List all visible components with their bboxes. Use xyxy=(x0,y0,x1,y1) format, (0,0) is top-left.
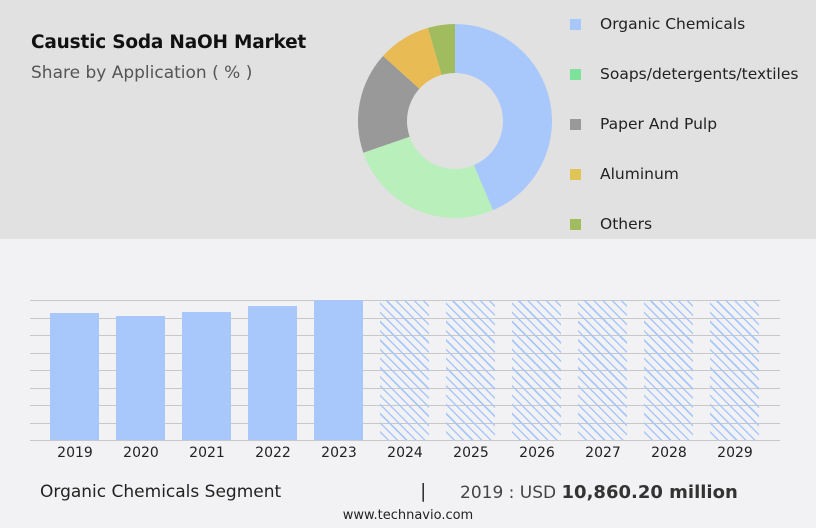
legend-label: Paper And Pulp xyxy=(600,115,718,133)
donut-chart xyxy=(358,24,552,218)
legend-swatch-icon xyxy=(570,118,581,130)
x-axis-label: 2024 xyxy=(387,445,423,461)
legend-item: Others xyxy=(570,214,810,234)
gridline xyxy=(30,440,780,441)
bar-2029 xyxy=(710,300,759,440)
legend-label: Aluminum xyxy=(600,165,679,183)
value-amount: 10,860.20 million xyxy=(561,482,738,503)
legend-swatch-icon xyxy=(570,68,581,80)
x-axis-label: 2021 xyxy=(189,445,225,461)
donut-slice-aluminum xyxy=(383,27,442,89)
donut-slice-soaps-detergents-textiles xyxy=(363,136,493,218)
legend-label: Soaps/detergents/textiles xyxy=(600,65,799,83)
legend-label: Others xyxy=(600,215,653,233)
x-axis-label: 2019 xyxy=(57,445,93,461)
chart-title: Caustic Soda NaOH Market xyxy=(31,32,307,53)
x-axis-label: 2028 xyxy=(651,445,687,461)
website-link[interactable]: www.technavio.com xyxy=(342,508,474,523)
share-panel: Caustic Soda NaOH Market Share by Applic… xyxy=(0,0,816,239)
legend-swatch-icon xyxy=(570,18,581,30)
donut-slice-others xyxy=(427,24,455,75)
bar-2028 xyxy=(644,300,693,440)
bar-2023 xyxy=(314,300,363,440)
legend-item: Aluminum xyxy=(570,164,810,184)
x-axis-label: 2020 xyxy=(123,445,159,461)
donut-slice-paper-and-pulp xyxy=(358,55,420,153)
bar-chart: 2019 2020 2021 2022 2023 2024 2025 2026 2027 2028… xyxy=(0,239,816,469)
segment-value: 2019 : USD 10,860.20 million xyxy=(460,482,738,503)
legend-item: Paper And Pulp xyxy=(570,114,810,134)
bar-2022 xyxy=(248,306,297,440)
x-axis-label: 2029 xyxy=(717,445,753,461)
x-axis-label: 2022 xyxy=(255,445,291,461)
legend-swatch-icon xyxy=(570,218,581,230)
legend-item: Organic Chemicals xyxy=(570,14,810,34)
bar-2020 xyxy=(116,315,165,440)
legend-item: Soaps/detergents/textiles xyxy=(570,64,810,84)
chart-subtitle: Share by Application ( % ) xyxy=(31,63,253,83)
x-axis-label: 2027 xyxy=(585,445,621,461)
footer-separator: | xyxy=(420,480,427,502)
bar-2026 xyxy=(512,300,561,440)
bar-2025 xyxy=(446,300,495,440)
x-axis-label: 2025 xyxy=(453,445,489,461)
bar-2019 xyxy=(50,312,99,440)
bar-2021 xyxy=(182,311,231,440)
x-axis-label: 2026 xyxy=(519,445,555,461)
donut-slice-organic-chemicals xyxy=(455,24,552,211)
legend-label: Organic Chemicals xyxy=(600,15,746,33)
value-prefix: 2019 : USD xyxy=(460,483,562,503)
segment-label: Organic Chemicals Segment xyxy=(40,482,282,502)
bar-2027 xyxy=(578,300,627,440)
legend-swatch-icon xyxy=(570,168,581,180)
bar-2024 xyxy=(380,300,429,440)
x-axis-label: 2023 xyxy=(321,445,357,461)
